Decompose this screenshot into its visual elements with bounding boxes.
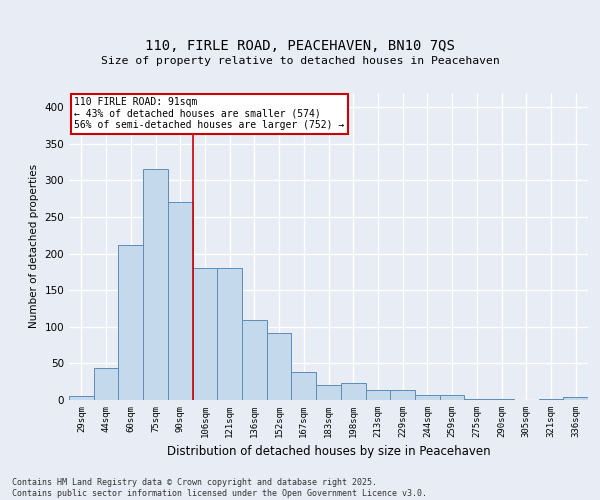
Bar (440, 395, 464, 400)
Bar (415, 395, 440, 400)
Bar (292, 372, 316, 400)
Bar (242, 320, 267, 400)
X-axis label: Distribution of detached houses by size in Peacehaven: Distribution of detached houses by size … (167, 446, 490, 458)
Bar (217, 268, 242, 400)
Bar (365, 390, 390, 400)
Bar (143, 170, 168, 400)
Bar (539, 398, 563, 400)
Bar (341, 383, 365, 400)
Bar (168, 202, 193, 400)
Bar (390, 390, 415, 400)
Text: 110 FIRLE ROAD: 91sqm
← 43% of detached houses are smaller (574)
56% of semi-det: 110 FIRLE ROAD: 91sqm ← 43% of detached … (74, 97, 344, 130)
Bar (193, 268, 217, 400)
Bar (464, 398, 489, 400)
Bar (94, 368, 118, 400)
Bar (69, 396, 94, 400)
Bar (118, 245, 143, 400)
Text: Contains HM Land Registry data © Crown copyright and database right 2025.
Contai: Contains HM Land Registry data © Crown c… (12, 478, 427, 498)
Bar (563, 397, 588, 400)
Text: Size of property relative to detached houses in Peacehaven: Size of property relative to detached ho… (101, 56, 499, 66)
Bar (316, 386, 341, 400)
Bar (267, 334, 292, 400)
Y-axis label: Number of detached properties: Number of detached properties (29, 164, 39, 328)
Text: 110, FIRLE ROAD, PEACEHAVEN, BN10 7QS: 110, FIRLE ROAD, PEACEHAVEN, BN10 7QS (145, 38, 455, 52)
